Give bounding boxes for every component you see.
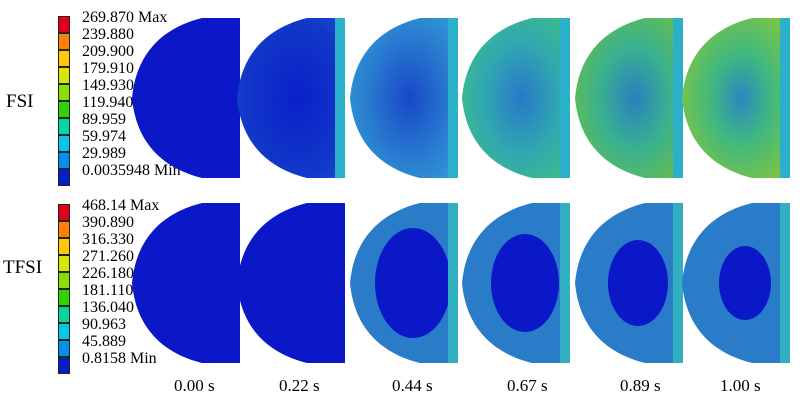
- legend-label: 316.330: [82, 231, 134, 248]
- legend-label: 239.880: [82, 26, 134, 43]
- fsi-stiffener-strip: [780, 18, 790, 178]
- tfsi-low-stress-core: [491, 234, 559, 332]
- legend-swatch: [58, 135, 70, 152]
- fsi-contour-shape: [237, 18, 345, 178]
- legend-label: 45.889: [82, 333, 126, 350]
- tfsi-stiffener-strip: [335, 203, 345, 363]
- time-label-3: 0.67 s: [507, 376, 548, 395]
- legend-label: 59.974: [82, 128, 126, 145]
- legend-label: 0.0035948 Min: [82, 162, 181, 179]
- legend-swatch: [58, 101, 70, 118]
- fsi-contour-shape: [462, 18, 570, 178]
- legend-swatch: [58, 33, 70, 50]
- legend-swatch: [58, 169, 70, 186]
- legend-swatch: [58, 255, 70, 272]
- legend-swatch: [58, 16, 70, 33]
- legend-swatch: [58, 357, 70, 374]
- legend-label: 269.870 Max: [82, 9, 168, 26]
- legend-label: 181.110: [82, 282, 134, 299]
- time-label-5: 1.00 s: [720, 376, 761, 395]
- tfsi-low-stress-core: [375, 228, 451, 338]
- legend-label: 271.260: [82, 248, 134, 265]
- tfsi-contour-shape: [132, 203, 240, 363]
- legend-swatch: [58, 84, 70, 101]
- row-label-fsi: FSI: [6, 91, 34, 112]
- row-label-tfsi: TFSI: [3, 257, 43, 278]
- legend-label: 209.900: [82, 43, 134, 60]
- fsi-stiffener-strip: [335, 18, 345, 178]
- legend-label: 29.989: [82, 145, 126, 162]
- legend-label: 0.8158 Min: [82, 350, 157, 367]
- tfsi-contour-shape: [237, 203, 345, 363]
- fsi-contour-shape: [575, 18, 683, 178]
- fsi-stiffener-strip: [448, 18, 458, 178]
- tfsi-low-stress-core: [719, 246, 771, 320]
- tfsi-stiffener-strip: [673, 203, 683, 363]
- legend-label: 89.959: [82, 111, 126, 128]
- time-label-1: 0.22 s: [279, 376, 320, 395]
- legend-label: 136.040: [82, 299, 134, 316]
- legend-swatch: [58, 204, 70, 221]
- legend-label: 90.963: [82, 316, 126, 333]
- time-label-0: 0.00 s: [174, 376, 215, 395]
- fsi-stiffener-strip: [230, 18, 240, 178]
- legend-swatch: [58, 340, 70, 357]
- legend-swatch: [58, 238, 70, 255]
- fsi-contour-shape: [682, 18, 790, 178]
- legend-swatch: [58, 272, 70, 289]
- legend-label: 179.910: [82, 60, 134, 77]
- legend-swatch: [58, 67, 70, 84]
- legend-swatch: [58, 323, 70, 340]
- legend-label: 390.890: [82, 214, 134, 231]
- legend-swatch: [58, 152, 70, 169]
- legend-label: 119.940: [82, 94, 134, 111]
- time-label-2: 0.44 s: [392, 376, 433, 395]
- tfsi-low-stress-core: [608, 240, 668, 326]
- tfsi-color-legend: [58, 204, 70, 374]
- tfsi-stiffener-strip: [560, 203, 570, 363]
- legend-swatch: [58, 221, 70, 238]
- fsi-stiffener-strip: [673, 18, 683, 178]
- time-label-4: 0.89 s: [620, 376, 661, 395]
- fsi-stiffener-strip: [560, 18, 570, 178]
- legend-swatch: [58, 50, 70, 67]
- fsi-contour-shape: [350, 18, 458, 178]
- legend-label: 149.930: [82, 77, 134, 94]
- fsi-contour-shape: [132, 18, 240, 178]
- fsi-color-legend: [58, 16, 70, 186]
- tfsi-stiffener-strip: [230, 203, 240, 363]
- legend-swatch: [58, 306, 70, 323]
- tfsi-stiffener-strip: [448, 203, 458, 363]
- legend-label: 468.14 Max: [82, 197, 160, 214]
- tfsi-stiffener-strip: [780, 203, 790, 363]
- legend-swatch: [58, 118, 70, 135]
- legend-swatch: [58, 289, 70, 306]
- legend-label: 226.180: [82, 265, 134, 282]
